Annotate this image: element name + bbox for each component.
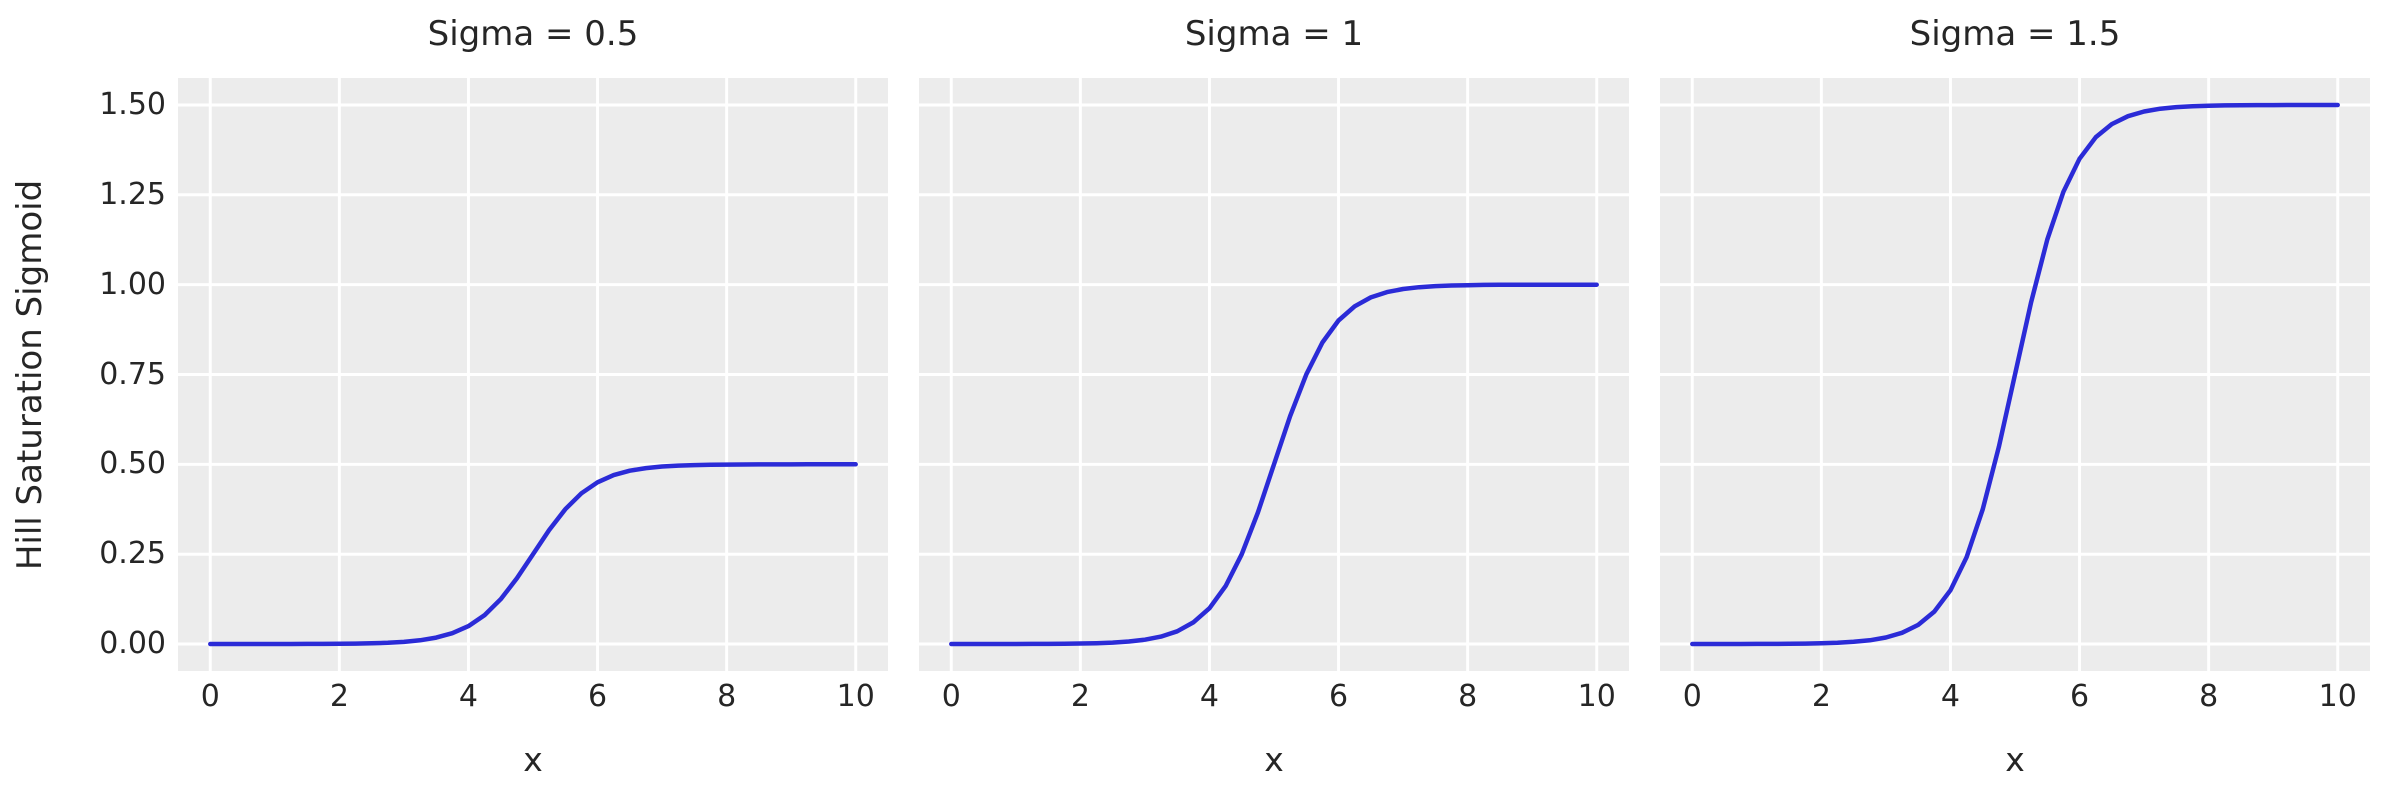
x-tick-label: 6	[1328, 679, 1349, 714]
x-tick-label: 10	[1577, 679, 1616, 714]
x-tick-label: 2	[329, 679, 349, 714]
plot-svg	[919, 78, 1629, 671]
subplot-title: Sigma = 0.5	[427, 14, 639, 54]
sigmoid-curve	[208, 462, 858, 647]
y-tick-label: 0.75	[99, 356, 166, 392]
plot-svg	[178, 78, 888, 671]
plot-area	[919, 78, 1629, 671]
x-tick-label: 4	[458, 679, 478, 714]
x-tick-label: 4	[1199, 679, 1219, 714]
x-axis-label: x	[2005, 740, 2025, 779]
y-tick-label: 1.00	[99, 266, 166, 302]
x-axis-label: x	[523, 740, 543, 779]
subplot-title: Sigma = 1	[1184, 14, 1364, 54]
y-axis-label: Hill Saturation Sigmoid	[10, 179, 50, 571]
subplot-title: Sigma = 1.5	[1909, 14, 2121, 54]
sigmoid-curve	[1690, 102, 2340, 647]
x-tick-label: 6	[2069, 679, 2090, 714]
plot-svg	[1660, 78, 2370, 671]
subplot-sigma-1-5: Sigma = 1.5 0 2 4 6 8 10 x	[1660, 0, 2370, 800]
y-tick-label: 0.50	[99, 446, 166, 482]
plot-area	[178, 78, 888, 671]
y-tick-label: 0.25	[99, 536, 166, 572]
x-tick-label: 8	[2199, 679, 2219, 714]
x-tick-label: 6	[587, 679, 608, 714]
x-tick-label: 8	[1458, 679, 1478, 714]
x-tick-label: 4	[1940, 679, 1960, 714]
plot-area	[1660, 78, 2370, 671]
sigmoid-curve	[949, 282, 1599, 647]
x-axis-label: x	[1264, 740, 1284, 779]
x-tick-label: 10	[836, 679, 875, 714]
subplot-sigma-1: Sigma = 1 0 2 4 6 8 10 x	[919, 0, 1629, 800]
y-tick-label: 1.25	[99, 176, 166, 212]
y-tick-label: 0.00	[99, 626, 166, 662]
x-tick-label: 2	[1070, 679, 1090, 714]
x-tick-label: 2	[1811, 679, 1831, 714]
x-tick-label: 0	[1682, 679, 1702, 714]
x-tick-label: 0	[941, 679, 961, 714]
x-tick-label: 8	[717, 679, 737, 714]
subplot-sigma-0-5: Sigma = 0.5 0.00 0.25 0.50 0.75 1.00 1.25 1.50…	[99, 0, 888, 800]
y-tick-label: 1.50	[99, 86, 166, 122]
x-tick-label: 0	[200, 679, 220, 714]
x-tick-label: 10	[2318, 679, 2357, 714]
